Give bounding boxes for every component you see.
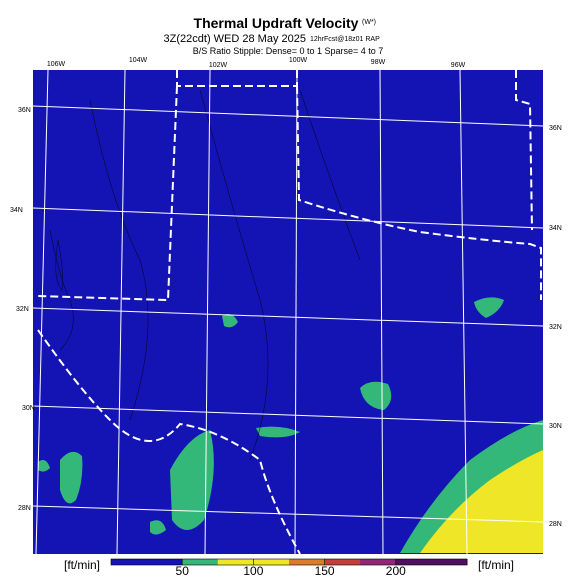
lat-label: 30N <box>22 405 35 412</box>
lat-label: 28N <box>18 505 31 512</box>
colorbar-tick-label: 150 <box>315 564 335 578</box>
colorbar-unit: [ft/min] <box>478 558 514 572</box>
subtitle: 3Z(22cdt) WED 28 May 2025 <box>164 33 306 45</box>
lat-label: 34N <box>549 225 562 232</box>
lon-label: 96W <box>451 62 466 69</box>
graticule <box>32 69 544 555</box>
lon-label: 102W <box>209 62 228 69</box>
lat-label: 34N <box>10 207 23 214</box>
lat-label: 30N <box>549 423 562 430</box>
lat-label: 28N <box>549 521 562 528</box>
lat-label: 32N <box>16 306 29 313</box>
colorbar-segment <box>253 559 290 565</box>
lat-label: 36N <box>549 125 562 132</box>
colorbar-unit: [ft/min] <box>64 558 100 572</box>
lon-label: 106W <box>47 61 66 68</box>
stipple-note: B/S Ratio Stipple: Dense= 0 to 1 Sparse=… <box>193 46 384 56</box>
contours <box>49 89 361 461</box>
colorbar-segment <box>431 559 468 565</box>
title-unit: (W*) <box>362 19 376 26</box>
colorbar-segment <box>324 559 361 565</box>
borders <box>37 70 542 555</box>
colorbar-segment <box>360 559 397 565</box>
colorbar-segment <box>289 559 326 565</box>
colorbar-segment <box>217 559 254 565</box>
lat-label: 36N <box>18 107 31 114</box>
lon-label: 104W <box>129 57 148 64</box>
colorbar-segment <box>395 559 432 565</box>
map <box>32 69 544 555</box>
lat-label: 32N <box>549 324 562 331</box>
colorbar: [ft/min] [ft/min] 50 100 150 200 <box>64 558 514 578</box>
lon-labels: 106W 104W 102W 100W 98W 96W <box>47 57 466 69</box>
updraft-areas <box>38 297 504 535</box>
colorbar-tick-label: 100 <box>243 564 263 578</box>
lon-label: 100W <box>289 57 308 64</box>
lat-labels: 36N 34N 32N 30N 28N 36N 34N 32N 30N 28N <box>10 107 562 528</box>
colorbar-tick-label: 200 <box>386 564 406 578</box>
colorbar-segment <box>111 559 148 565</box>
colorbar-segment <box>146 559 183 565</box>
title: Thermal Updraft Velocity <box>194 15 359 31</box>
subtitle-forecast: 12hrFcst@18z01 RAP <box>310 36 380 43</box>
lon-label: 98W <box>371 59 386 66</box>
colorbar-segment <box>182 559 219 565</box>
colorbar-frame <box>110 558 468 566</box>
colorbar-tick-label: 50 <box>176 564 190 578</box>
coastal-high <box>420 450 543 553</box>
